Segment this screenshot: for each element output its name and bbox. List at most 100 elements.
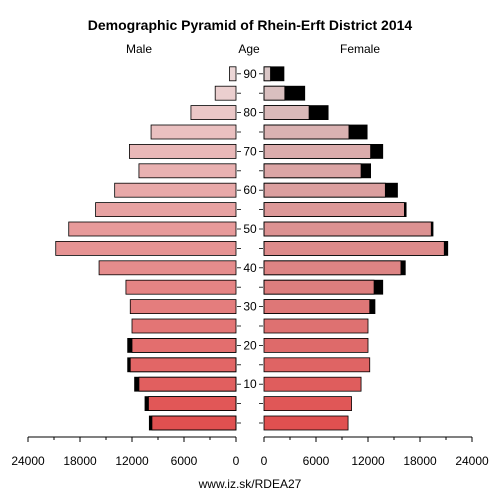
female-x-tick-label: 24000 xyxy=(455,454,489,468)
male-surplus-20-24 xyxy=(127,338,132,353)
female-outline-80-84 xyxy=(263,105,329,120)
female-outline-55-59 xyxy=(263,202,407,218)
male-outline-0-4 xyxy=(148,415,237,431)
male-x-tick-label: 12000 xyxy=(115,454,149,468)
female-bar-15-19 xyxy=(263,357,371,373)
age-tick-label: 90 xyxy=(243,67,257,81)
male-outline-10-14 xyxy=(134,376,237,392)
age-header: Age xyxy=(238,42,260,56)
male-surplus-5-9 xyxy=(145,396,149,411)
female-outline-60-64 xyxy=(263,182,398,198)
female-bar-40-44 xyxy=(263,260,402,276)
age-tick-label: 60 xyxy=(243,183,257,197)
male-bar-10-14 xyxy=(138,376,237,392)
female-bar-35-39 xyxy=(263,279,375,295)
female-x-tick-label: 6000 xyxy=(303,454,330,468)
female-surplus-85-89 xyxy=(284,86,305,101)
female-bar-75-79 xyxy=(263,124,350,140)
male-outline-5-9 xyxy=(144,396,237,412)
female-surplus-80-84 xyxy=(309,105,329,120)
female-x-tick-label: 18000 xyxy=(403,454,437,468)
male-x-tick-label: 6000 xyxy=(171,454,198,468)
male-bar-60-64 xyxy=(114,182,237,198)
female-bar-5-9 xyxy=(263,396,352,412)
age-tick-label: 50 xyxy=(243,222,257,236)
female-bar-65-69 xyxy=(263,163,362,179)
female-bar-45-49 xyxy=(263,240,445,256)
female-surplus-45-49 xyxy=(444,241,448,256)
female-surplus-90+ xyxy=(270,66,284,81)
female-bar-50-54 xyxy=(263,221,432,237)
chart-title: Demographic Pyramid of Rhein-Erft Distri… xyxy=(88,17,413,33)
female-outline-90+ xyxy=(263,66,285,82)
male-header: Male xyxy=(126,42,152,56)
female-header: Female xyxy=(340,42,380,56)
axes-group: 10 20 30 40 50 60 70 80 90 24000 18000 12000 6000 0 0 6… xyxy=(11,67,489,468)
male-bar-70-74 xyxy=(128,143,237,159)
age-tick-label: 20 xyxy=(243,338,257,352)
male-surplus-0-4 xyxy=(149,416,152,430)
female-surplus-70-74 xyxy=(370,144,383,159)
female-surplus-35-39 xyxy=(374,280,383,295)
source-label: www.iz.sk/RDEA27 xyxy=(198,477,302,491)
female-surplus-40-44 xyxy=(400,260,406,275)
female-x-tick-label: 12000 xyxy=(351,454,385,468)
bars-group xyxy=(55,66,449,431)
age-tick-label: 80 xyxy=(243,106,257,120)
male-bar-25-29 xyxy=(131,318,237,334)
female-bar-60-64 xyxy=(263,182,386,198)
female-bar-70-74 xyxy=(263,143,371,159)
female-outline-85-89 xyxy=(263,85,306,101)
female-bar-90+ xyxy=(263,66,271,82)
female-outline-75-79 xyxy=(263,124,368,140)
male-outline-15-19 xyxy=(127,357,237,373)
female-outline-40-44 xyxy=(263,260,406,276)
male-x-tick-label: 0 xyxy=(233,454,240,468)
age-tick-label: 70 xyxy=(243,144,257,158)
male-x-tick-label: 18000 xyxy=(63,454,97,468)
male-bar-5-9 xyxy=(148,396,237,412)
male-outline-20-24 xyxy=(127,337,237,353)
male-bar-75-79 xyxy=(150,124,237,140)
female-surplus-60-64 xyxy=(385,183,398,198)
male-bar-50-54 xyxy=(68,221,237,237)
female-bar-85-89 xyxy=(263,85,286,101)
male-bar-45-49 xyxy=(55,240,237,256)
female-outline-30-34 xyxy=(263,299,376,315)
female-outline-50-54 xyxy=(263,221,434,237)
male-bar-20-24 xyxy=(131,337,237,353)
male-x-tick-label: 24000 xyxy=(11,454,45,468)
female-bar-30-34 xyxy=(263,299,371,315)
male-bar-0-4 xyxy=(151,415,237,431)
female-outline-45-49 xyxy=(263,240,449,256)
female-bar-25-29 xyxy=(263,318,369,334)
age-tick-label: 10 xyxy=(243,377,257,391)
female-bar-55-59 xyxy=(263,202,405,218)
female-outline-65-69 xyxy=(263,163,371,179)
female-surplus-55-59 xyxy=(404,202,407,217)
male-surplus-10-14 xyxy=(134,377,139,392)
age-tick-label: 40 xyxy=(243,261,257,275)
male-surplus-15-19 xyxy=(127,357,131,372)
female-bar-20-24 xyxy=(263,337,369,353)
male-bar-85-89 xyxy=(214,85,237,101)
male-bar-35-39 xyxy=(125,279,237,295)
female-outline-35-39 xyxy=(263,279,384,295)
male-bar-90+ xyxy=(229,66,237,82)
female-surplus-30-34 xyxy=(369,299,375,314)
female-outline-70-74 xyxy=(263,143,384,159)
female-bar-0-4 xyxy=(263,415,349,431)
female-bar-10-14 xyxy=(263,376,362,392)
female-surplus-75-79 xyxy=(348,125,368,139)
female-surplus-65-69 xyxy=(361,163,371,178)
male-bar-30-34 xyxy=(129,299,237,315)
male-bar-15-19 xyxy=(129,357,237,373)
male-bar-40-44 xyxy=(98,260,237,276)
male-bar-65-69 xyxy=(138,163,237,179)
female-x-tick-label: 0 xyxy=(261,454,268,468)
female-surplus-50-54 xyxy=(431,222,433,236)
female-bar-80-84 xyxy=(263,105,310,120)
male-bar-55-59 xyxy=(95,202,237,218)
